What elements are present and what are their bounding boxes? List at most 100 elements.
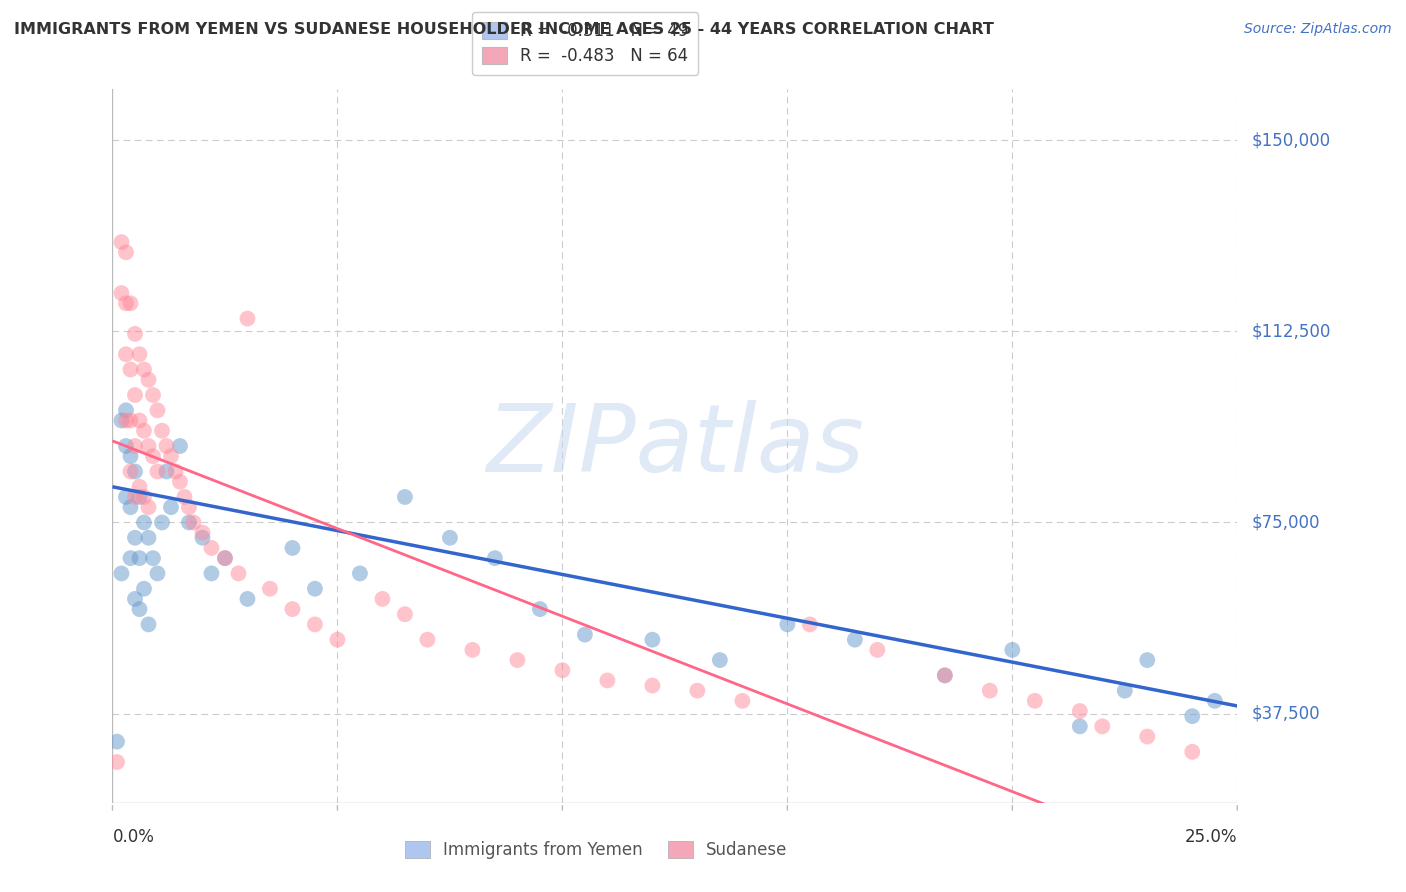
Point xyxy=(138,373,160,387)
Point xyxy=(128,413,150,427)
Point xyxy=(236,591,259,606)
Point xyxy=(529,602,551,616)
Point xyxy=(177,516,200,530)
Point xyxy=(128,347,150,361)
Point xyxy=(776,617,799,632)
Point xyxy=(115,296,138,310)
Point xyxy=(110,286,132,301)
Point xyxy=(150,424,173,438)
Point xyxy=(371,591,394,606)
Point xyxy=(416,632,439,647)
Point xyxy=(110,413,132,427)
Point xyxy=(1136,653,1159,667)
Point xyxy=(132,582,155,596)
Text: 25.0%: 25.0% xyxy=(1185,829,1237,847)
Point xyxy=(155,465,177,479)
Point xyxy=(132,424,155,438)
Point xyxy=(132,362,155,376)
Point xyxy=(439,531,461,545)
Point xyxy=(160,449,183,463)
Point xyxy=(177,500,200,515)
Point xyxy=(641,679,664,693)
Point xyxy=(138,439,160,453)
Text: $75,000: $75,000 xyxy=(1251,514,1320,532)
Text: $112,500: $112,500 xyxy=(1251,322,1330,341)
Point xyxy=(1181,709,1204,723)
Point xyxy=(124,465,146,479)
Point xyxy=(1114,683,1136,698)
Point xyxy=(1001,643,1024,657)
Point xyxy=(146,566,169,581)
Point xyxy=(799,617,821,632)
Point xyxy=(120,413,142,427)
Point xyxy=(120,551,142,566)
Point xyxy=(124,591,146,606)
Point xyxy=(124,439,146,453)
Point xyxy=(110,566,132,581)
Point xyxy=(115,403,138,417)
Point xyxy=(124,388,146,402)
Point xyxy=(394,607,416,622)
Point xyxy=(1024,694,1046,708)
Point xyxy=(934,668,956,682)
Point xyxy=(934,668,956,682)
Text: Source: ZipAtlas.com: Source: ZipAtlas.com xyxy=(1244,22,1392,37)
Point xyxy=(484,551,506,566)
Point xyxy=(146,403,169,417)
Point xyxy=(866,643,889,657)
Point xyxy=(1091,719,1114,733)
Point xyxy=(304,617,326,632)
Point xyxy=(115,245,138,260)
Point xyxy=(124,531,146,545)
Point xyxy=(115,439,138,453)
Point xyxy=(155,439,177,453)
Point xyxy=(183,516,205,530)
Point xyxy=(641,632,664,647)
Text: IMMIGRANTS FROM YEMEN VS SUDANESE HOUSEHOLDER INCOME AGES 25 - 44 YEARS CORRELAT: IMMIGRANTS FROM YEMEN VS SUDANESE HOUSEH… xyxy=(14,22,994,37)
Point xyxy=(686,683,709,698)
Point xyxy=(138,531,160,545)
Point xyxy=(1069,704,1091,718)
Point xyxy=(115,347,138,361)
Text: 0.0%: 0.0% xyxy=(112,829,155,847)
Point xyxy=(132,490,155,504)
Point xyxy=(120,296,142,310)
Point xyxy=(1204,694,1226,708)
Point xyxy=(138,617,160,632)
Point xyxy=(844,632,866,647)
Point xyxy=(214,551,236,566)
Point xyxy=(1136,730,1159,744)
Point xyxy=(596,673,619,688)
Point xyxy=(191,525,214,540)
Point xyxy=(979,683,1001,698)
Point xyxy=(150,516,173,530)
Point xyxy=(200,541,222,555)
Point xyxy=(394,490,416,504)
Point xyxy=(132,516,155,530)
Point xyxy=(574,627,596,641)
Point xyxy=(142,388,165,402)
Point xyxy=(326,632,349,647)
Text: $37,500: $37,500 xyxy=(1251,705,1320,723)
Point xyxy=(120,500,142,515)
Point xyxy=(1181,745,1204,759)
Point xyxy=(169,475,191,489)
Point xyxy=(214,551,236,566)
Point xyxy=(165,465,187,479)
Point xyxy=(1069,719,1091,733)
Point xyxy=(115,413,138,427)
Point xyxy=(146,465,169,479)
Legend: Immigrants from Yemen, Sudanese: Immigrants from Yemen, Sudanese xyxy=(398,834,794,866)
Point xyxy=(124,326,146,341)
Point xyxy=(228,566,250,581)
Point xyxy=(259,582,281,596)
Point xyxy=(115,490,138,504)
Point xyxy=(349,566,371,581)
Point xyxy=(128,602,150,616)
Text: $150,000: $150,000 xyxy=(1251,131,1330,149)
Point xyxy=(124,490,146,504)
Point xyxy=(551,663,574,677)
Point xyxy=(128,551,150,566)
Point xyxy=(128,490,150,504)
Point xyxy=(120,362,142,376)
